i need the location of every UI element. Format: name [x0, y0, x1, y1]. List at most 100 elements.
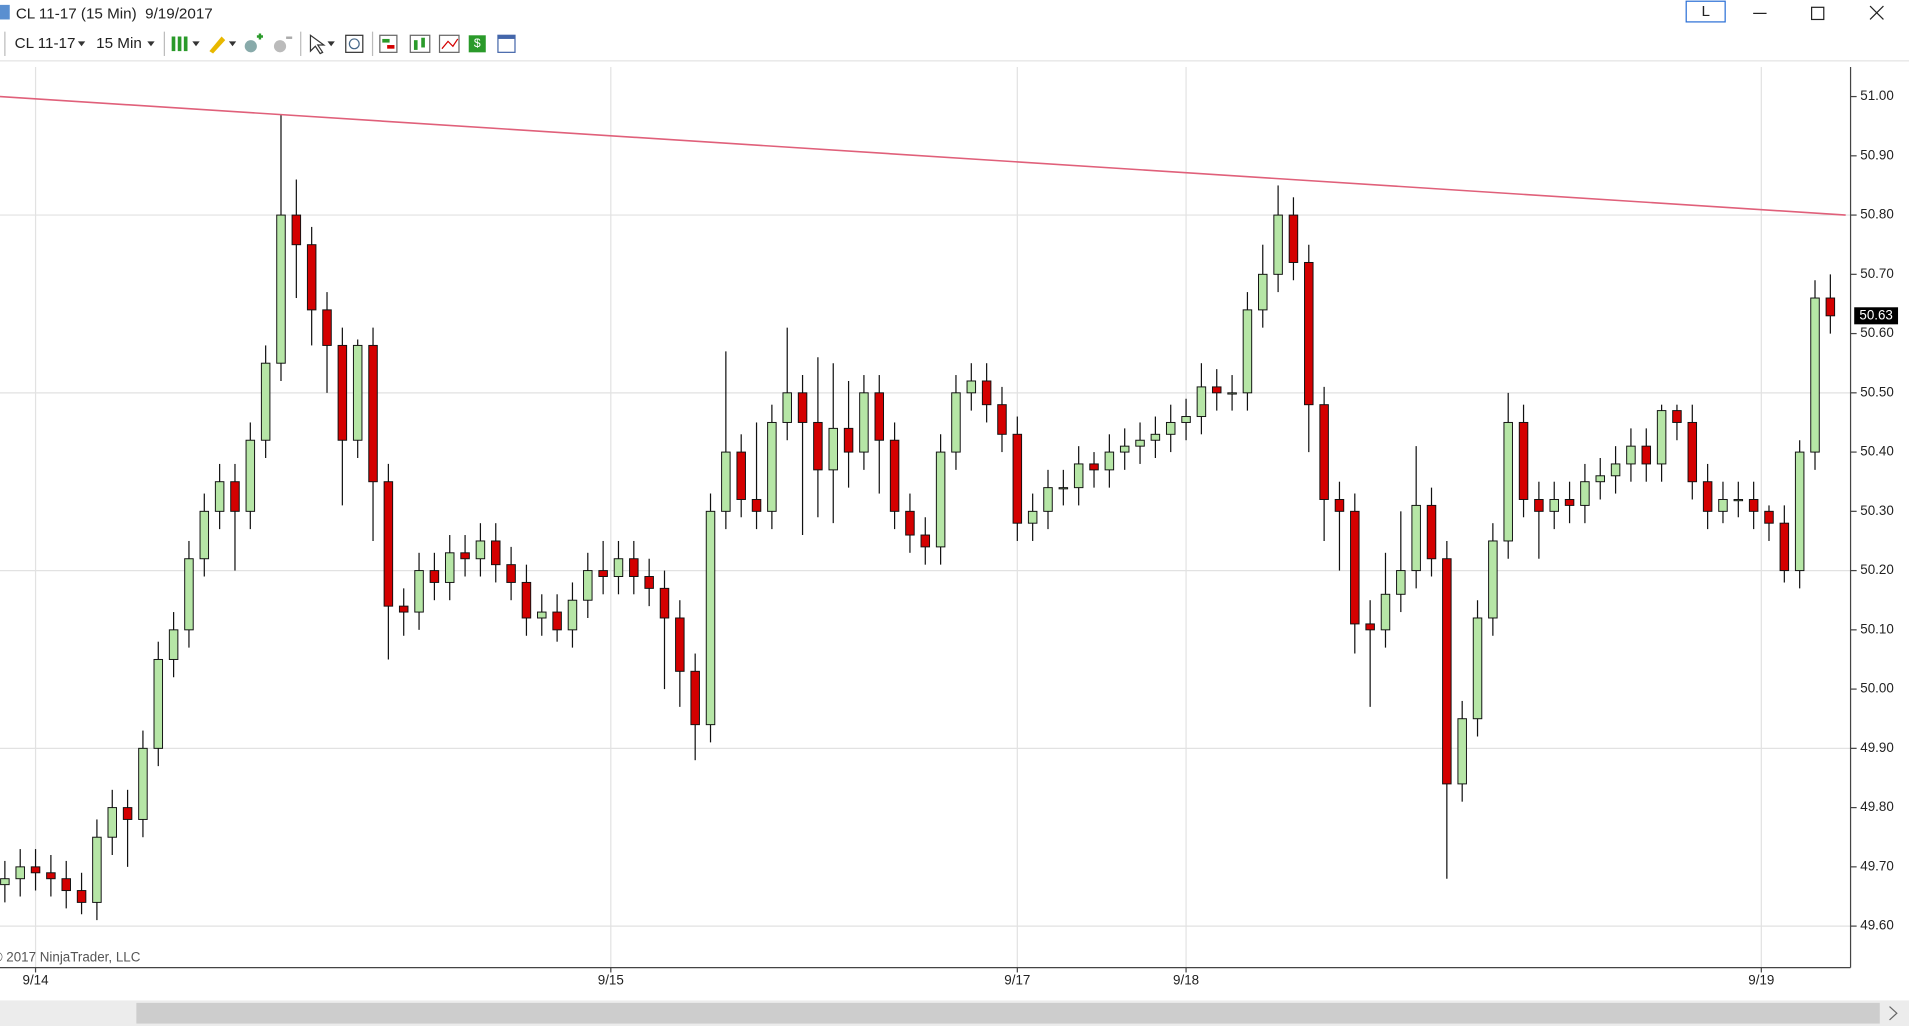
- candle-body: [1564, 498, 1575, 506]
- y-tick-label: 50.30: [1860, 503, 1893, 518]
- last-price-label: 50.63: [1859, 307, 1892, 322]
- candle-body: [1365, 623, 1375, 631]
- zoom-in-button[interactable]: [244, 33, 263, 53]
- app-icon: [0, 4, 10, 20]
- candle-body: [1334, 498, 1345, 512]
- candle-body: [981, 380, 992, 406]
- candle-body: [751, 498, 762, 512]
- templates-button[interactable]: [497, 34, 516, 53]
- candle-body: [1288, 214, 1299, 263]
- strategies-button[interactable]: [438, 34, 460, 53]
- candle-body: [1549, 498, 1559, 512]
- candle-body: [613, 558, 624, 577]
- candle-body: [107, 807, 117, 838]
- candle-body: [935, 451, 946, 548]
- candle-body: [92, 836, 102, 903]
- candle-body: [1825, 297, 1836, 317]
- candle-body: [797, 392, 808, 423]
- y-tick-label: 50.70: [1860, 266, 1893, 281]
- instrument-selector[interactable]: CL 11-17: [15, 35, 76, 52]
- candle-body: [1411, 504, 1421, 572]
- candle-body: [1058, 487, 1069, 490]
- candle-body: [1457, 718, 1467, 785]
- candle-body: [444, 552, 455, 583]
- dropdown-arrow[interactable]: [147, 41, 155, 47]
- candle-body: [214, 481, 225, 512]
- candle-body: [1350, 510, 1360, 625]
- candle-body: [184, 558, 194, 631]
- candle-body: [352, 344, 363, 441]
- restore-button[interactable]: [1810, 6, 1825, 21]
- toolbar: CL 11-17 15 Min $: [4, 31, 516, 56]
- close-button[interactable]: [1869, 5, 1884, 20]
- candle-body: [1641, 445, 1652, 465]
- title-bar: CL 11-17 (15 Min) 9/19/2017 L: [0, 0, 1884, 23]
- candle-body: [1702, 481, 1713, 512]
- link-button-label[interactable]: L: [1701, 3, 1709, 20]
- candle-body: [997, 404, 1007, 435]
- x-tick-label: 9/19: [1748, 973, 1774, 988]
- candle-body: [1396, 570, 1406, 595]
- candle-body: [889, 439, 900, 512]
- candle-body: [1718, 498, 1728, 512]
- candle-body: [76, 890, 87, 903]
- interval-selector[interactable]: 15 Min: [96, 35, 142, 52]
- candle-body: [306, 244, 317, 311]
- candle-body: [567, 599, 578, 631]
- scrollbar[interactable]: [0, 1000, 1909, 1026]
- dropdown-arrow[interactable]: [77, 41, 86, 47]
- candle-body: [1181, 416, 1191, 423]
- pointer-button[interactable]: [309, 34, 335, 55]
- y-tick-label: 50.80: [1860, 207, 1893, 222]
- candle-body: [506, 564, 516, 583]
- candle-body: [491, 540, 501, 566]
- candle-body: [245, 439, 256, 512]
- last-price-box: [1854, 307, 1899, 325]
- candle-body: [1135, 439, 1145, 447]
- candle-body: [736, 451, 746, 500]
- candle-body: [398, 605, 409, 613]
- candle-body: [1073, 463, 1084, 489]
- money-button[interactable]: $: [468, 35, 486, 53]
- x-tick-label: 9/14: [23, 973, 50, 988]
- candle-body: [1012, 433, 1023, 524]
- properties-button[interactable]: [345, 34, 364, 53]
- candle-body: [337, 344, 348, 441]
- zoom-out-button[interactable]: [273, 36, 293, 53]
- candle-body: [1595, 475, 1605, 483]
- candle-body: [843, 427, 854, 453]
- candle-body: [1472, 617, 1483, 720]
- y-tick-label: 49.70: [1860, 858, 1893, 873]
- axes: 49.60 49.70 49.80 49.90 50.00 50.10 50.20 50.30…: [0, 66, 1899, 988]
- candle-body: [828, 427, 838, 471]
- candle-body: [966, 380, 977, 394]
- candle-body: [1534, 498, 1544, 512]
- candle-body: [644, 576, 654, 589]
- scroll-right[interactable]: [1889, 1006, 1898, 1021]
- indicators-button[interactable]: [409, 34, 431, 53]
- link-button[interactable]: [1685, 0, 1726, 23]
- candle-body: [429, 570, 440, 583]
- candle-body: [138, 747, 148, 820]
- grid: [0, 66, 1851, 968]
- candle-body: [414, 570, 424, 613]
- candle-body: [1043, 487, 1053, 512]
- chart-style-button[interactable]: [171, 36, 200, 52]
- candle-body: [782, 392, 792, 423]
- draw-tool-button[interactable]: [209, 36, 237, 54]
- candle-body: [537, 611, 547, 619]
- scroll-thumb[interactable]: [136, 1002, 1880, 1024]
- candle-body: [1304, 261, 1314, 406]
- copyright: © 2017 NinjaTrader, LLC: [0, 949, 141, 964]
- candle-body: [705, 510, 716, 726]
- candle-body: [859, 392, 869, 453]
- candle-body: [1672, 410, 1682, 423]
- candle-body: [0, 878, 10, 886]
- candle-body: [767, 421, 777, 512]
- candle-body: [1119, 445, 1130, 453]
- candle-body: [1211, 386, 1222, 394]
- candle-body: [46, 872, 56, 880]
- order-button[interactable]: [379, 34, 398, 53]
